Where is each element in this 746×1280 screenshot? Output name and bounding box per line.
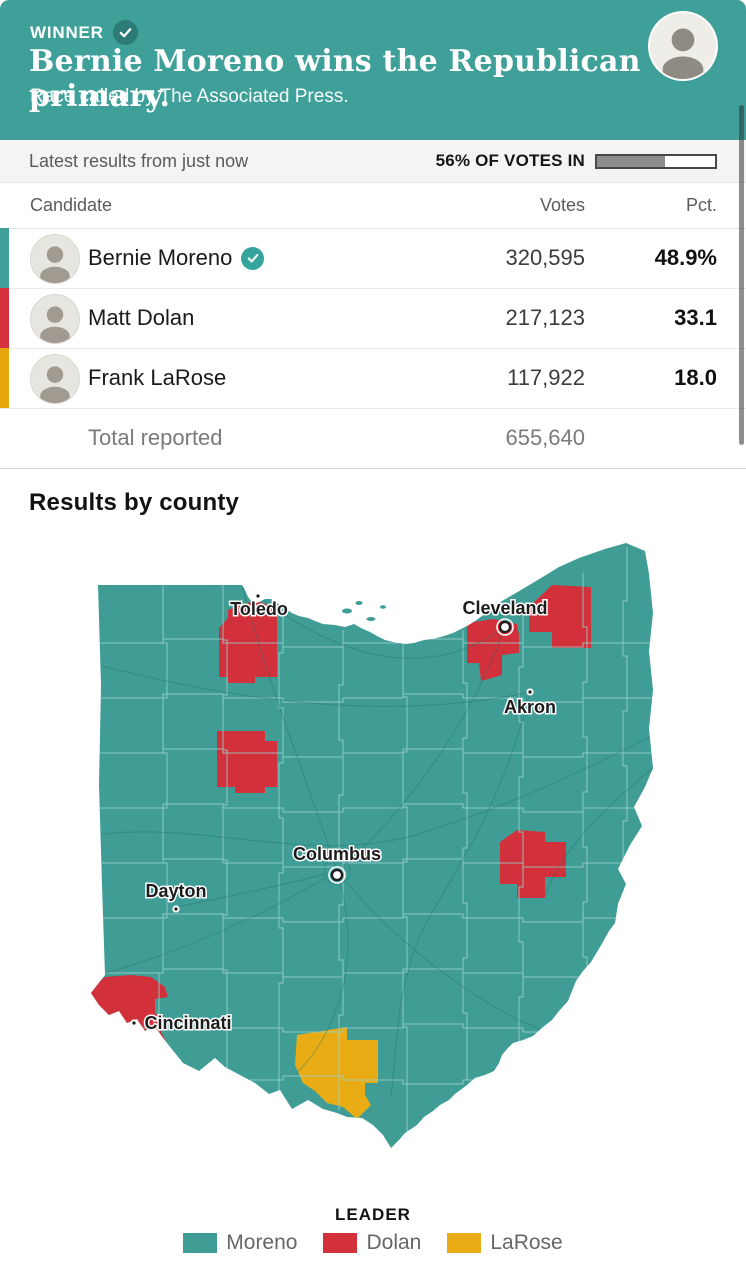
- map-legend: Moreno Dolan LaRose: [0, 1231, 746, 1255]
- candidate-row-moreno: Bernie Moreno 320,595 48.9%: [0, 228, 746, 289]
- person-icon: [40, 306, 70, 343]
- results-table-header: Candidate Votes Pct.: [0, 183, 746, 229]
- ohio-county-map: Toledo Cleveland Akron Columbus Dayton C…: [75, 535, 675, 1163]
- race-headline: Bernie Moreno wins the Republican primar…: [29, 44, 641, 114]
- city-label-columbus: Columbus: [293, 844, 381, 864]
- candidate-row-larose: Frank LaRose 117,922 18.0: [0, 348, 746, 409]
- city-label-cleveland: Cleveland: [462, 598, 547, 618]
- votes-in-progress-bar: [595, 153, 717, 169]
- lake-islands: [342, 601, 386, 621]
- candidate-name: Matt Dolan: [88, 305, 195, 330]
- person-icon: [662, 28, 704, 79]
- votes-in-group: 56% OF VOTES IN: [436, 151, 717, 171]
- person-icon: [40, 246, 70, 283]
- ohio-map-svg: Toledo Cleveland Akron Columbus Dayton C…: [91, 543, 653, 1148]
- legend-item-moreno: Moreno: [183, 1231, 297, 1255]
- votes-in-label: 56% OF VOTES IN: [435, 151, 585, 170]
- candidate-pct: 18.0: [674, 365, 717, 390]
- cincinnati-dot-marker: [130, 1019, 138, 1027]
- candidate-row-dolan: Matt Dolan 217,123 33.1: [0, 288, 746, 349]
- winner-label: WINNER: [30, 22, 104, 42]
- person-icon: [40, 366, 70, 403]
- total-votes: 655,640: [505, 425, 585, 450]
- winner-avatar: [648, 11, 718, 81]
- legend-label: Dolan: [366, 1231, 422, 1254]
- divider: [0, 468, 746, 469]
- column-header-votes: Votes: [539, 195, 585, 215]
- candidate-avatar: [30, 354, 80, 404]
- city-label-akron: Akron: [504, 697, 556, 717]
- state-shape: [91, 543, 653, 1148]
- candidate-votes: 320,595: [505, 245, 585, 270]
- dolan-counties: [91, 585, 591, 1045]
- city-markers: Toledo Cleveland Akron Columbus Dayton C…: [130, 592, 558, 1035]
- winner-check-icon: [241, 246, 265, 270]
- moreno-color-swatch: [183, 1233, 218, 1253]
- candidate-color-strip: [0, 228, 9, 288]
- race-call-note: Race called by The Associated Press.: [30, 86, 349, 107]
- toledo-dot-marker: [254, 592, 262, 600]
- candidate-pct: 48.9%: [654, 245, 717, 270]
- column-header-pct: Pct.: [685, 195, 717, 215]
- city-label-dayton: Dayton: [145, 881, 206, 901]
- dayton-dot-marker: [172, 905, 180, 913]
- candidate-votes: 217,123: [505, 305, 585, 330]
- road-lines: [97, 584, 653, 1096]
- county-borders: [91, 547, 653, 1135]
- candidate-avatar: [30, 294, 80, 344]
- legend-item-dolan: Dolan: [323, 1231, 421, 1255]
- candidate-name: Frank LaRose: [88, 365, 227, 390]
- candidate-pct: 33.1: [674, 305, 717, 330]
- last-updated-text: Latest results from just now: [29, 150, 249, 171]
- dolan-color-swatch: [323, 1233, 358, 1253]
- city-label-cincinnati: Cincinnati: [144, 1013, 231, 1033]
- total-label: Total reported: [88, 425, 223, 450]
- total-row: Total reported 655,640: [0, 408, 746, 468]
- candidate-avatar: [30, 234, 80, 284]
- larose-counties: [295, 1027, 378, 1119]
- city-label-toledo: Toledo: [230, 599, 288, 619]
- candidate-name: Bernie Moreno: [88, 245, 233, 270]
- winner-banner: WINNER Bernie Moreno wins the Republican…: [0, 0, 746, 140]
- akron-dot-marker: [526, 688, 534, 696]
- candidate-votes: 117,922: [507, 365, 585, 390]
- larose-color-swatch: [447, 1233, 482, 1253]
- legend-title: LEADER: [335, 1205, 411, 1224]
- column-header-candidate: Candidate: [30, 195, 113, 215]
- county-section-heading: Results by county: [29, 489, 240, 516]
- columbus-ring-halo: [328, 866, 346, 884]
- scrollbar-thumb[interactable]: [739, 105, 744, 445]
- cleveland-ring-marker: [498, 620, 512, 634]
- cleveland-ring-halo: [496, 618, 514, 636]
- legend-label: Moreno: [226, 1231, 298, 1254]
- candidate-color-strip: [0, 288, 9, 348]
- legend-label: LaRose: [490, 1231, 563, 1254]
- candidate-color-strip: [0, 348, 9, 408]
- votes-in-progress-fill: [597, 155, 666, 167]
- status-bar: Latest results from just now 56% OF VOTE…: [0, 140, 746, 183]
- winner-row: WINNER: [30, 20, 138, 45]
- legend-item-larose: LaRose: [447, 1231, 563, 1255]
- winner-check-icon: [112, 20, 138, 45]
- columbus-ring-marker: [330, 868, 344, 882]
